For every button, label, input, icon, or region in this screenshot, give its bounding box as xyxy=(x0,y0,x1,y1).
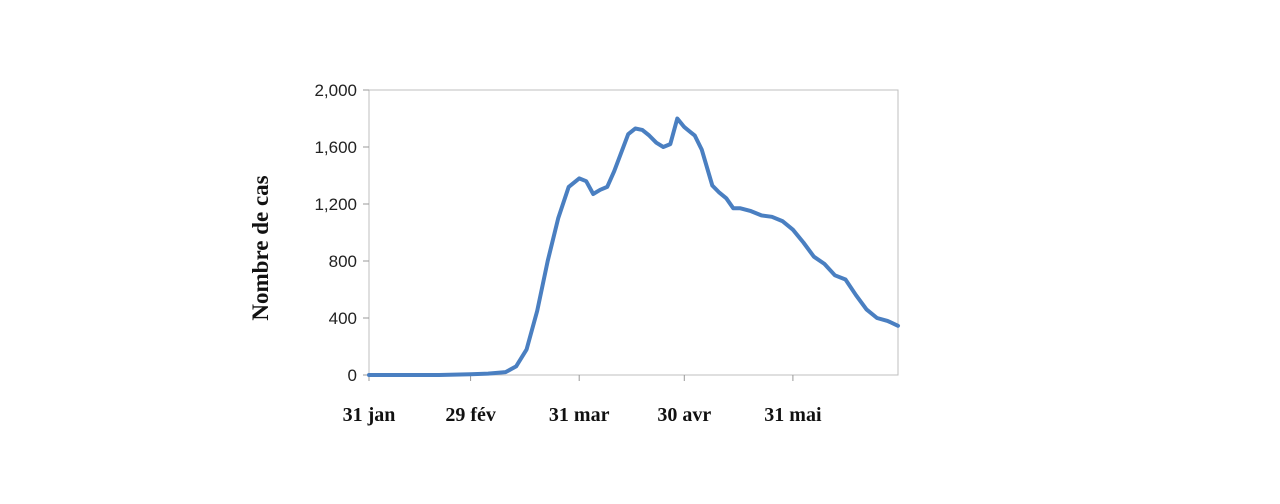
y-tick-label: 2,000 xyxy=(314,81,357,100)
x-tick-label: 30 avr xyxy=(657,404,711,426)
x-axis: 31 jan 29 fév 31 mar 30 avr 31 mai xyxy=(343,375,822,426)
y-tick-label: 0 xyxy=(348,366,357,385)
series-line xyxy=(367,116,900,377)
y-tick-label: 1,200 xyxy=(314,195,357,214)
y-tick-label: 400 xyxy=(329,309,357,328)
y-axis-title: Nombre de cas xyxy=(248,175,273,320)
x-tick-label: 31 mai xyxy=(764,404,822,426)
x-tick-label: 29 fév xyxy=(445,404,496,426)
y-axis: 0 400 800 1,200 1,600 2,000 xyxy=(314,81,369,385)
plot-area xyxy=(368,89,899,376)
y-tick-label: 800 xyxy=(329,252,357,271)
x-tick-label: 31 mar xyxy=(549,404,610,426)
x-tick-label: 31 jan xyxy=(343,404,396,426)
y-tick-label: 1,600 xyxy=(314,138,357,157)
